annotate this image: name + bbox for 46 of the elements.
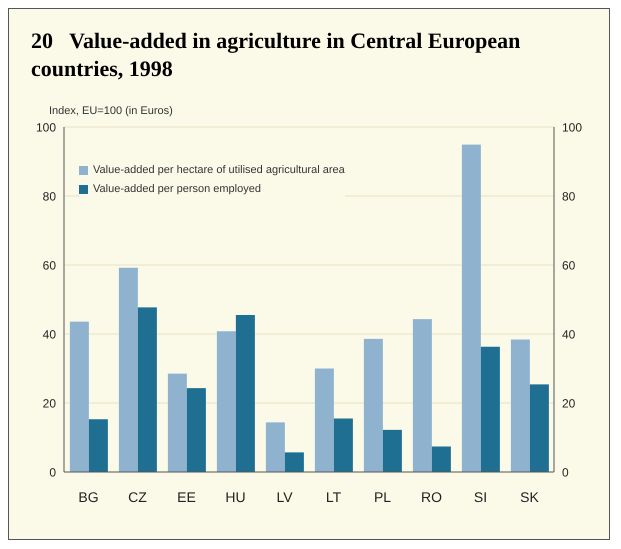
chart-title: 20 Value-added in agriculture in Central European countries, 1998 (30, 27, 522, 83)
bar (216, 331, 236, 472)
y2-tick-label: 80 (562, 189, 576, 204)
x-tick-label: BG (78, 488, 99, 505)
y2-tick-label: 40 (562, 327, 576, 342)
bar (364, 338, 383, 472)
legend-label: Value-added per hectare of utilised agricultural area (93, 163, 345, 178)
bar (382, 430, 402, 472)
y-tick-label: 40 (42, 327, 56, 342)
bar (412, 319, 432, 472)
bar (266, 422, 285, 472)
y2-tick-label: 100 (562, 120, 582, 134)
y-tick-label: 0 (49, 465, 56, 480)
bar (480, 346, 500, 472)
x-tick-label: LV (276, 488, 294, 505)
y2-tick-label: 60 (562, 258, 576, 272)
bar (530, 384, 549, 472)
bar (70, 322, 89, 472)
y-tick-label: 100 (36, 120, 56, 134)
x-tick-label: CZ (128, 488, 148, 505)
x-tick-label: LT (326, 488, 342, 505)
bar (284, 452, 304, 472)
x-tick-label: RO (421, 488, 442, 505)
bar (334, 418, 353, 472)
x-tick-label: HU (225, 488, 246, 505)
y-axis-title: Index, EU=100 (in Euros) (49, 105, 174, 117)
x-tick-label: SK (520, 488, 540, 505)
bar (138, 307, 157, 472)
x-tick-label: EE (177, 488, 196, 505)
x-tick-label: SI (474, 488, 488, 505)
legend-label: Value-added per person employed (93, 182, 261, 197)
bar (118, 268, 138, 472)
bar (186, 388, 206, 472)
bar (236, 315, 255, 472)
y-tick-label: 60 (42, 258, 56, 272)
y-tick-label: 80 (42, 189, 56, 204)
y-tick-label: 20 (42, 396, 56, 410)
y2-tick-label: 20 (562, 396, 576, 410)
bar (432, 446, 451, 472)
bar (314, 368, 334, 472)
x-tick-label: PL (374, 488, 392, 505)
bar (510, 340, 530, 472)
bar (88, 419, 108, 472)
y2-tick-label: 0 (562, 465, 569, 480)
bar (462, 144, 481, 472)
bar (168, 374, 187, 472)
